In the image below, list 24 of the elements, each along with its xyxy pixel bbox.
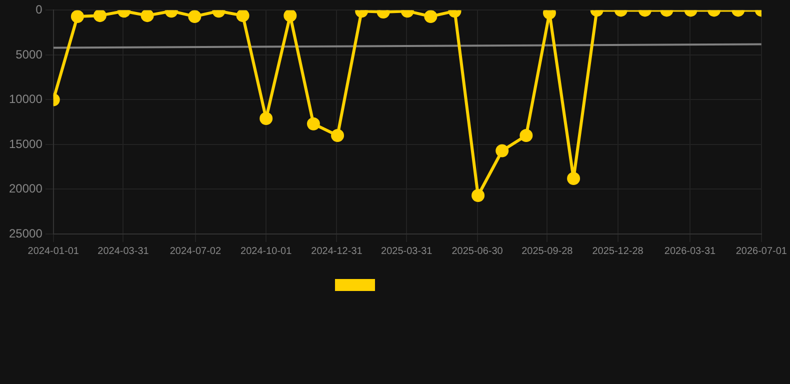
x-tick-label: 2025-09-28 bbox=[522, 246, 574, 257]
point bbox=[331, 129, 344, 142]
y-tick-label: 15000 bbox=[8, 136, 43, 151]
y-tick-label: 0 bbox=[36, 2, 43, 17]
x-tick-label: 2025-12-28 bbox=[592, 246, 644, 257]
point bbox=[260, 112, 273, 126]
x-tick-label: 2026-03-31 bbox=[664, 246, 716, 257]
x-tick-label: 2024-01-01 bbox=[28, 246, 80, 257]
y-tick-label: 5000 bbox=[16, 47, 43, 62]
y-tick-label: 20000 bbox=[8, 182, 43, 196]
x-tick-label: 2025-03-31 bbox=[381, 246, 433, 257]
point bbox=[520, 129, 533, 142]
y-tick-label: 10000 bbox=[8, 92, 43, 106]
point bbox=[472, 189, 485, 202]
x-tick-label: 2025-06-30 bbox=[452, 246, 504, 257]
y-tick-label: 25000 bbox=[8, 226, 43, 240]
x-tick-label: 2024-10-01 bbox=[240, 246, 292, 257]
x-tick-label: 2026-07-01 bbox=[736, 246, 788, 257]
point bbox=[306, 117, 320, 130]
point bbox=[496, 144, 509, 158]
x-tick-label: 2024-07-02 bbox=[170, 246, 222, 257]
x-tick-label: 2024-12-31 bbox=[311, 246, 363, 257]
x-tick-label: 2024-03-31 bbox=[98, 246, 150, 257]
point bbox=[567, 172, 580, 185]
